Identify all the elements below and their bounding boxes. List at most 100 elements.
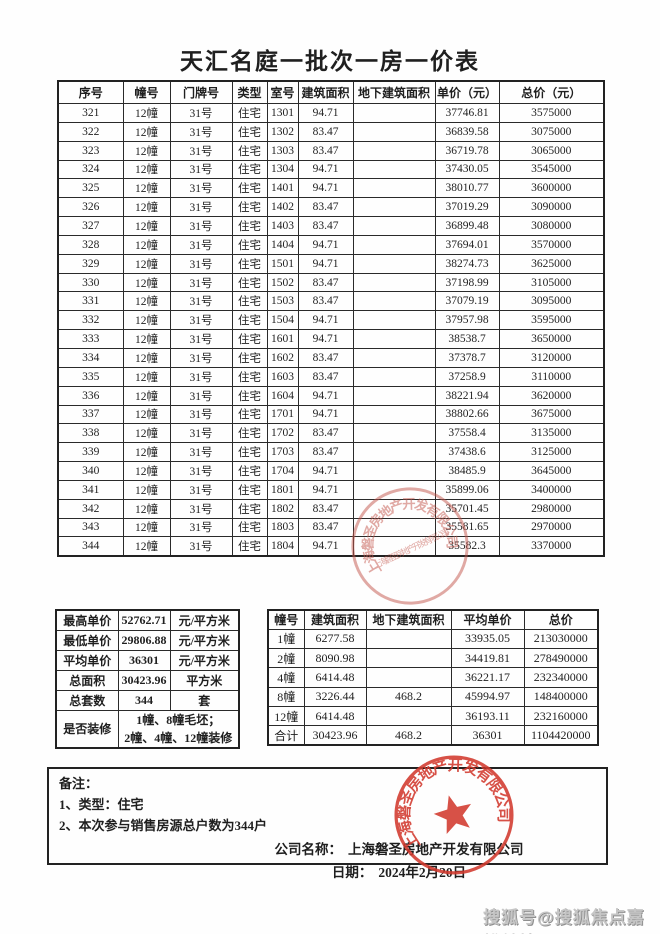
main-table-cell: 35581.65	[434, 517, 500, 538]
main-table-cell: 1803	[266, 517, 299, 538]
main-table-cell: 94.71	[297, 329, 354, 349]
main-table-cell: 83.47	[297, 272, 354, 293]
summary-cell: 468.2	[365, 725, 452, 746]
main-table-cell	[352, 178, 436, 199]
main-table-cell: 12幢	[122, 178, 171, 199]
main-table-cell: 37957.98	[434, 310, 500, 331]
main-table-cell: 住宅	[231, 103, 268, 123]
main-table-cell: 1804	[266, 536, 299, 557]
table-row: 341 12幢 31号 住宅 1801 94.71 35899.06 3400000	[57, 479, 605, 500]
main-table-cell: 12幢	[122, 272, 171, 293]
column-header-total-price: 总价（元）	[498, 80, 605, 104]
main-table-cell: 1401	[266, 178, 299, 199]
main-table-cell: 94.71	[297, 385, 354, 406]
summary-cell: 合计	[267, 725, 305, 746]
main-table-cell: 12幢	[122, 517, 171, 538]
note-item: 2、本次参与销售房源总户数为344户	[59, 818, 268, 833]
main-table-cell: 住宅	[231, 536, 268, 557]
main-table-cell: 12幢	[122, 404, 171, 425]
document-title: 天汇名庭一批次一房一价表	[180, 49, 480, 74]
column-header-unit-price: 单价（元）	[434, 80, 500, 104]
main-table-cell: 3090000	[498, 197, 605, 218]
date-value: 2024年2月20日	[378, 865, 467, 880]
main-table-cell: 3370000	[498, 536, 605, 557]
main-table-cell: 12幢	[122, 442, 171, 463]
main-table-cell: 94.71	[297, 461, 354, 481]
main-table-cell	[352, 216, 436, 236]
stat-value: 36301	[117, 649, 171, 671]
column-header-building: 幢号	[122, 80, 171, 104]
sohu-watermark: 搜狐号@搜狐焦点嘉峪关站	[483, 908, 645, 934]
main-table-cell: 3650000	[498, 329, 605, 349]
main-table-cell: 94.71	[297, 479, 354, 500]
table-row: 4幢 6414.48 36221.17 232340000	[267, 667, 599, 688]
main-table-cell: 31号	[169, 291, 233, 312]
main-table-cell	[352, 310, 436, 331]
table-row: 331 12幢 31号 住宅 1503 83.47 37079.19 3095000	[57, 291, 605, 312]
main-table-cell: 83.47	[297, 366, 354, 387]
table-row: 最低单价 29806.88 元/平方米	[55, 629, 240, 651]
main-table-cell: 1404	[266, 234, 299, 255]
table-row: 321 12幢 31号 住宅 1301 94.71 37746.81 3575000	[57, 103, 605, 123]
stat-unit: 套	[169, 689, 240, 711]
stat-unit: 平方米	[169, 669, 240, 691]
summary-cell: 6277.58	[303, 628, 367, 650]
main-table-cell: 12幢	[122, 347, 171, 368]
main-table-cell: 339	[57, 442, 124, 463]
table-row: 总面积 30423.96 平方米	[55, 669, 240, 691]
main-table-cell: 3120000	[498, 347, 605, 368]
main-table-cell: 31号	[169, 347, 233, 368]
table-row: 12幢 6414.48 36193.11 232160000	[267, 705, 599, 727]
summary-cell: 8幢	[267, 686, 305, 707]
stat-value: 29806.88	[117, 629, 171, 651]
main-table-cell: 337	[57, 404, 124, 425]
main-table-cell: 94.71	[297, 404, 354, 425]
main-table-header: 序号 幢号 门牌号 类型 室号 建筑面积 地下建筑面积 单价（元） 总价（元）	[57, 80, 605, 104]
stat-unit: 元/平方米	[169, 629, 240, 651]
main-table-cell: 37694.01	[434, 234, 500, 255]
table-row: 326 12幢 31号 住宅 1402 83.47 37019.29 3090000	[57, 197, 605, 218]
table-header-row: 序号 幢号 门牌号 类型 室号 建筑面积 地下建筑面积 单价（元） 总价（元）	[57, 80, 605, 104]
main-table-cell: 住宅	[231, 291, 268, 312]
summary-cell: 4幢	[267, 667, 305, 688]
main-table-cell: 31号	[169, 178, 233, 199]
table-row: 329 12幢 31号 住宅 1501 94.71 38274.73 3625000	[57, 253, 605, 274]
main-table-cell: 340	[57, 461, 124, 481]
main-table-cell: 3400000	[498, 479, 605, 500]
main-table-cell: 3110000	[498, 366, 605, 387]
summary-cell: 36193.11	[450, 705, 525, 727]
decoration-line: 1幢、8幢毛坯；	[136, 712, 221, 727]
column-header-room: 室号	[266, 80, 299, 104]
main-table-cell: 1403	[266, 216, 299, 236]
main-table-cell: 37198.99	[434, 272, 500, 293]
main-table-cell: 1301	[266, 103, 299, 123]
stat-label: 总套数	[55, 689, 119, 711]
main-table-body: 321 12幢 31号 住宅 1301 94.71 37746.81 3575000 322 12…	[57, 103, 605, 557]
main-table-cell: 330	[57, 272, 124, 293]
summary-cell: 36221.17	[450, 667, 525, 688]
summary-cell: 148400000	[523, 686, 599, 707]
company-name-line: 公司名称： 上海磐圣房地产开发有限公司	[209, 838, 589, 861]
main-table-cell: 336	[57, 385, 124, 406]
main-table-cell: 1304	[266, 159, 299, 180]
main-table-cell: 31号	[169, 423, 233, 444]
column-header-avg-price: 平均单价	[450, 609, 525, 630]
main-table-cell: 334	[57, 347, 124, 368]
main-table-cell: 1701	[266, 404, 299, 425]
main-table-cell	[352, 536, 436, 557]
main-table-cell: 住宅	[231, 479, 268, 500]
main-table-cell: 38274.73	[434, 253, 500, 274]
table-row: 合计 30423.96 468.2 36301 1104420000	[267, 725, 599, 746]
main-table-cell: 38802.66	[434, 404, 500, 425]
table-row: 最高单价 52762.71 元/平方米	[55, 609, 240, 631]
summary-cell: 232160000	[523, 705, 599, 727]
main-table-cell: 3675000	[498, 404, 605, 425]
main-table-cell: 37258.9	[434, 366, 500, 387]
main-table-cell: 12幢	[122, 103, 171, 123]
main-table-cell: 住宅	[231, 178, 268, 199]
main-table-cell: 83.47	[297, 442, 354, 463]
main-table-cell	[352, 159, 436, 180]
main-table-cell: 323	[57, 140, 124, 161]
main-table-cell: 住宅	[231, 140, 268, 161]
